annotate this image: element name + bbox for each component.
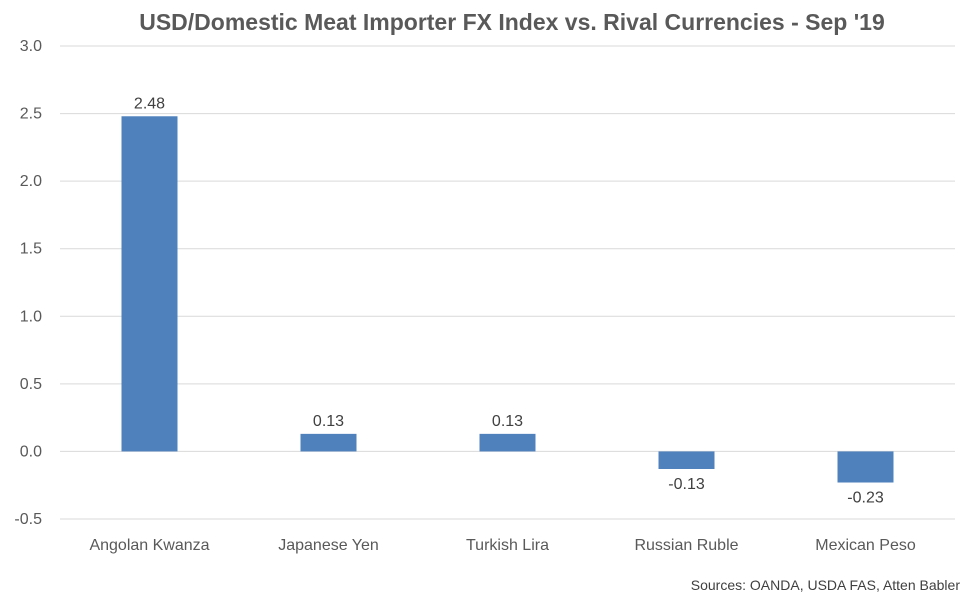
bar <box>121 116 178 452</box>
bar <box>837 451 894 483</box>
gridlines <box>60 45 955 520</box>
data-label: -0.13 <box>668 476 705 493</box>
data-label: -0.23 <box>847 490 884 507</box>
bar <box>658 451 715 469</box>
data-label: 0.13 <box>492 413 523 430</box>
y-tick-label: 2.0 <box>20 173 42 190</box>
y-tick-label: 2.5 <box>20 106 42 123</box>
data-label: 2.48 <box>134 95 165 112</box>
category-label: Japanese Yen <box>278 537 379 554</box>
chart-title: USD/Domestic Meat Importer FX Index vs. … <box>139 9 885 35</box>
source-note: Sources: OANDA, USDA FAS, Atten Babler <box>691 577 961 593</box>
y-tick-label: 3.0 <box>20 38 42 55</box>
y-tick-label: 0.5 <box>20 376 42 393</box>
category-labels: Angolan Kwanza Japanese Yen Turkish Lira Ru… <box>89 537 915 554</box>
category-label: Angolan Kwanza <box>89 537 209 554</box>
y-tick-label: 1.0 <box>20 308 42 325</box>
y-axis-tick-labels: -0.5 0.0 0.5 1.0 1.5 2.0 2.5 3.0 <box>14 38 42 528</box>
bar <box>300 433 357 452</box>
bars <box>121 116 894 483</box>
y-tick-label: -0.5 <box>14 511 42 528</box>
y-tick-label: 0.0 <box>20 443 42 460</box>
bar <box>479 433 536 452</box>
data-labels: 2.48 0.13 0.13 -0.13 -0.23 <box>134 95 884 506</box>
data-label: 0.13 <box>313 413 344 430</box>
category-label: Russian Ruble <box>634 537 738 554</box>
category-label: Turkish Lira <box>466 537 549 554</box>
category-label: Mexican Peso <box>815 537 916 554</box>
y-tick-label: 1.5 <box>20 241 42 258</box>
